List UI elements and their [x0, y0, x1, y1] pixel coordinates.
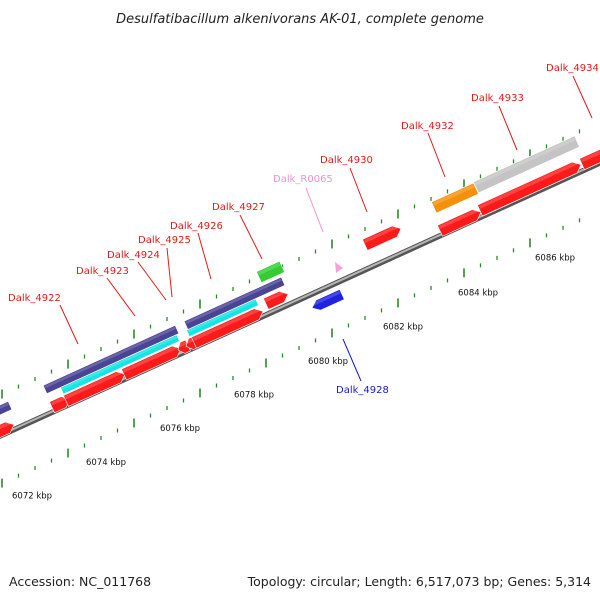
cds-red: [263, 289, 289, 310]
gene-label: Dalk_4923: [76, 266, 129, 277]
leader-line: [572, 75, 593, 119]
cds-red: [191, 307, 264, 349]
gene-label: Dalk_R0065: [273, 174, 333, 185]
scale-label: 6076 kbp: [160, 424, 200, 434]
gene-label: Dalk_4934: [546, 63, 599, 74]
leader-line: [305, 187, 324, 233]
gene-label: Dalk_4924: [107, 250, 160, 261]
cds-red: [121, 344, 182, 381]
gene-label: Dalk_4932: [401, 121, 454, 132]
scale-labels: 6072 kbp 6074 kbp 6076 kbp 6078 kbp 6080 kbp…: [12, 254, 575, 502]
leader-line: [197, 232, 212, 280]
scale-label: 6084 kbp: [458, 289, 498, 299]
gene-label: Dalk_4925: [138, 235, 191, 246]
gene-purple: [183, 276, 286, 330]
cds-red: [63, 369, 126, 407]
scale-label: 6078 kbp: [234, 391, 274, 401]
scale-label: 6072 kbp: [12, 492, 52, 502]
cds-red: [579, 146, 600, 171]
cds-red: [437, 208, 482, 237]
scale-label: 6080 kbp: [308, 357, 348, 367]
scale-label: 6082 kbp: [383, 323, 423, 333]
map-title: Desulfatibacillum alkenivorans AK-01, co…: [116, 12, 484, 27]
gene-labels: Dalk_4922 Dalk_4923 Dalk_4924 Dalk_4925 Dalk…: [8, 63, 599, 396]
gene-cyan: [60, 334, 180, 395]
gene-label: Dalk_4927: [212, 202, 265, 213]
gene-purple: [0, 400, 13, 420]
cds-red: [477, 160, 582, 217]
gene-label: Dalk_4928: [336, 385, 389, 396]
gene-gray: [473, 135, 580, 194]
cds-blue: [311, 288, 345, 311]
accession-text: Accession: NC_011768: [9, 574, 151, 589]
gene-cyan: [186, 298, 259, 338]
gene-purple: [42, 324, 180, 395]
leader-line: [166, 247, 173, 298]
gene-features: [0, 135, 600, 442]
gene-label: Dalk_4922: [8, 293, 61, 304]
leader-line: [137, 261, 167, 301]
label-leader-lines: [59, 75, 593, 382]
leader-line: [349, 167, 368, 213]
gene-green: [256, 260, 285, 284]
tick-marks: [1, 129, 581, 488]
leader-line: [239, 214, 263, 260]
leader-line: [498, 105, 518, 151]
leader-line: [427, 132, 446, 178]
gene-label: Dalk_4933: [471, 93, 524, 104]
leader-line: [342, 338, 362, 382]
cds-red: [0, 420, 15, 442]
scale-label: 6086 kbp: [535, 254, 575, 264]
topology-text: Topology: circular; Length: 6,517,073 bp…: [247, 574, 591, 589]
gene-label: Dalk_4930: [320, 155, 373, 166]
leader-line: [59, 304, 79, 345]
leader-line: [106, 277, 136, 317]
ncrna-marker: [335, 262, 343, 273]
cds-red: [362, 224, 402, 251]
scale-label: 6074 kbp: [86, 458, 126, 468]
gene-label: Dalk_4926: [170, 221, 223, 232]
gene-orange: [431, 182, 479, 214]
